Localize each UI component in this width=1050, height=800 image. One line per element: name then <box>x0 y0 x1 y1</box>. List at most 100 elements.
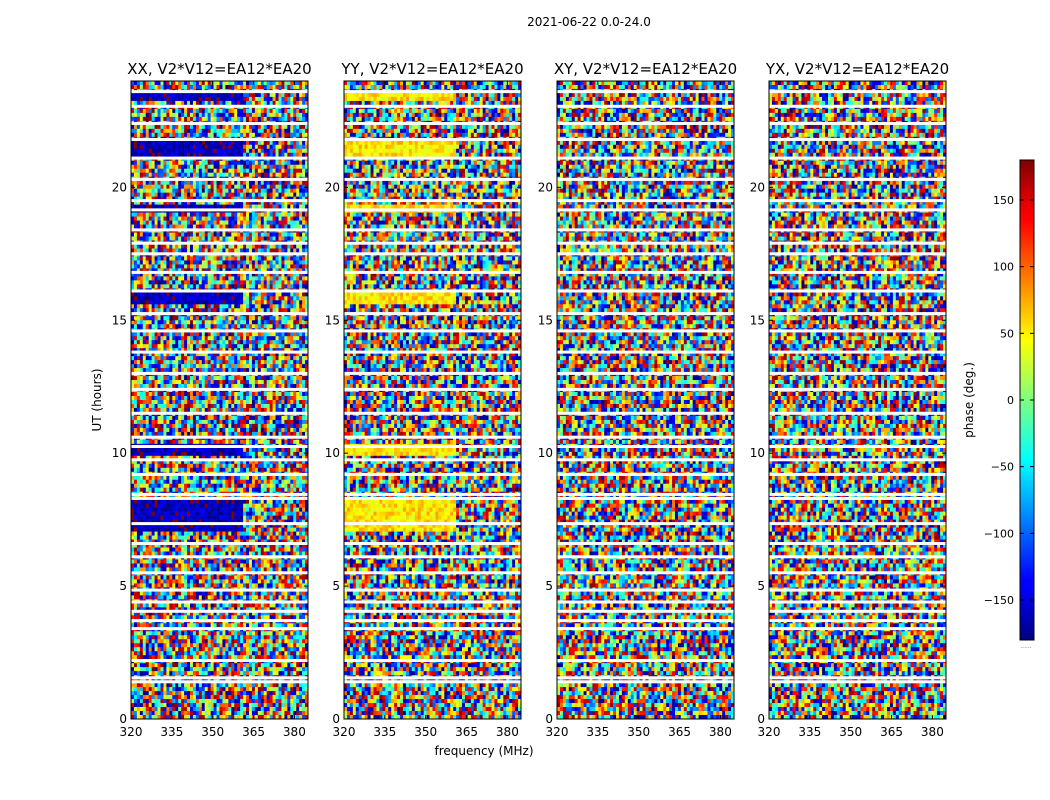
heatmap-cell <box>273 165 276 169</box>
heatmap-cell <box>290 145 293 149</box>
heatmap-cell <box>149 93 152 97</box>
heatmap-cell <box>261 129 264 133</box>
heatmap-cell <box>158 101 161 105</box>
heatmap-cell <box>158 125 161 129</box>
heatmap-cell <box>178 141 181 145</box>
heatmap-cell <box>137 173 140 177</box>
heatmap-cell <box>202 145 205 149</box>
heatmap-cell <box>193 161 196 165</box>
heatmap-cell <box>249 153 252 157</box>
heatmap-cell <box>249 125 252 129</box>
heatmap-cell <box>169 101 172 105</box>
heatmap-cell <box>202 129 205 133</box>
heatmap-cell <box>246 125 249 129</box>
heatmap-cell <box>214 125 217 129</box>
heatmap-cell <box>163 113 166 117</box>
heatmap-cell <box>214 109 217 113</box>
heatmap-cell <box>134 165 137 169</box>
heatmap-cell <box>163 173 166 177</box>
heatmap-cell <box>152 125 155 129</box>
heatmap-cell <box>140 97 143 101</box>
heatmap-cell <box>211 101 214 105</box>
heatmap-cell <box>222 109 225 113</box>
heatmap-cell <box>264 141 267 145</box>
heatmap-cell <box>217 113 220 117</box>
heatmap-cell <box>190 113 193 117</box>
heatmap-cell <box>225 161 228 165</box>
heatmap-cell <box>287 153 290 157</box>
heatmap-cell <box>287 101 290 105</box>
heatmap-cell <box>249 141 252 145</box>
heatmap-cell <box>293 165 296 169</box>
heatmap-cell <box>155 173 158 177</box>
heatmap-cell <box>137 149 140 153</box>
heatmap-cell <box>190 81 193 85</box>
heatmap-cell <box>161 133 164 137</box>
heatmap-cell <box>273 81 276 85</box>
heatmap-cell <box>225 125 228 129</box>
heatmap-cell <box>178 133 181 137</box>
heatmap-cell <box>255 133 258 137</box>
heatmap-cell <box>134 149 137 153</box>
heatmap-cell <box>299 117 302 121</box>
heatmap-cell <box>169 109 172 113</box>
heatmap-cell <box>287 117 290 121</box>
heatmap-cell <box>146 169 149 173</box>
heatmap-cell <box>228 173 231 177</box>
heatmap-cell <box>178 85 181 89</box>
heatmap-cell <box>146 149 149 153</box>
heatmap-cell <box>246 161 249 165</box>
heatmap-cell <box>166 153 169 157</box>
heatmap-cell <box>187 149 190 153</box>
heatmap-cell <box>237 161 240 165</box>
heatmap-cell <box>258 169 261 173</box>
heatmap-cell <box>237 145 240 149</box>
heatmap-cell <box>220 149 223 153</box>
heatmap-cell <box>234 129 237 133</box>
heatmap-cell <box>181 101 184 105</box>
heatmap-cell <box>231 133 234 137</box>
heatmap-cell <box>296 113 299 117</box>
heatmap-cell <box>178 129 181 133</box>
heatmap-cell <box>261 101 264 105</box>
heatmap-cell <box>267 153 270 157</box>
heatmap-cell <box>270 113 273 117</box>
heatmap-cell <box>149 149 152 153</box>
heatmap-cell <box>279 173 282 177</box>
heatmap-cell <box>193 81 196 85</box>
heatmap-cell <box>296 141 299 145</box>
heatmap-cell <box>302 153 305 157</box>
heatmap-cell <box>190 109 193 113</box>
heatmap-cell <box>205 117 208 121</box>
heatmap-cell <box>293 153 296 157</box>
heatmap-cell <box>240 97 243 101</box>
heatmap-cell <box>281 149 284 153</box>
heatmap-cell <box>214 165 217 169</box>
heatmap-cell <box>172 81 175 85</box>
heatmap-cell <box>161 149 164 153</box>
heatmap-cell <box>161 169 164 173</box>
heatmap-cell <box>163 101 166 105</box>
heatmap-cell <box>255 125 258 129</box>
heatmap-cell <box>264 93 267 97</box>
heatmap-cell <box>149 101 152 105</box>
heatmap-cell <box>293 113 296 117</box>
heatmap-cell <box>184 165 187 169</box>
heatmap-cell <box>270 93 273 97</box>
heatmap-cell <box>166 125 169 129</box>
heatmap-cell <box>184 141 187 145</box>
heatmap-cell <box>276 169 279 173</box>
heatmap-cell <box>205 149 208 153</box>
heatmap-cell <box>273 93 276 97</box>
heatmap-cell <box>243 113 246 117</box>
heatmap-cell <box>211 141 214 145</box>
heatmap-cell <box>149 161 152 165</box>
heatmap-cell <box>178 101 181 105</box>
heatmap-cell <box>155 133 158 137</box>
heatmap-cell <box>264 173 267 177</box>
heatmap-cell <box>134 109 137 113</box>
heatmap-cell <box>190 161 193 165</box>
heatmap-cell <box>252 173 255 177</box>
heatmap-cell <box>249 133 252 137</box>
heatmap-cell <box>258 113 261 117</box>
